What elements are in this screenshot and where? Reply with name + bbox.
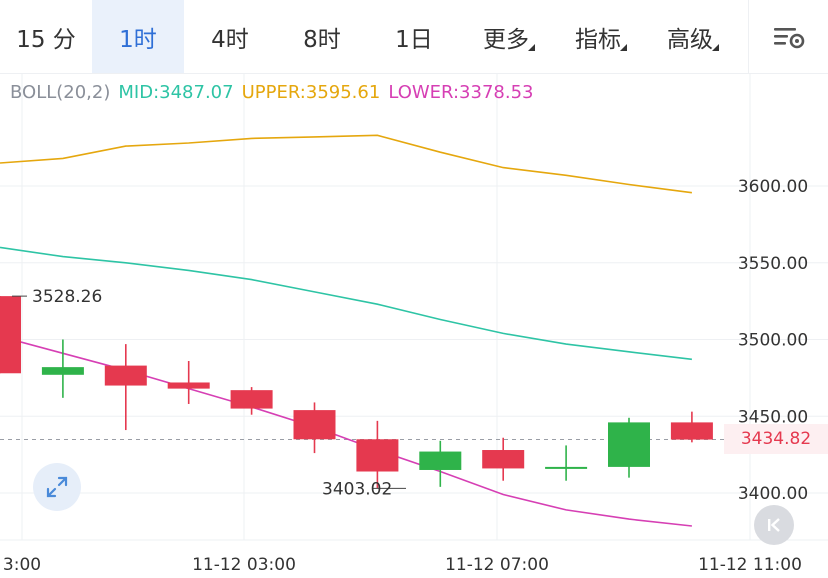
candle [167, 360, 210, 404]
boll-mid-value: MID:3487.07 [118, 82, 234, 103]
tab-label: 指标 [575, 26, 621, 53]
dropdown-triangle-icon [712, 44, 719, 51]
boll-lines [0, 134, 693, 527]
tab-label: 4时 [211, 26, 249, 53]
candle-body [104, 365, 147, 386]
tab-1d[interactable]: 1日 [368, 0, 460, 73]
boll-mid-line [0, 246, 692, 361]
high-price-label: 3528.26 [32, 287, 102, 307]
boll-upper-line [0, 134, 693, 194]
candle [608, 417, 650, 478]
fullscreen-button[interactable] [33, 463, 81, 511]
y-axis: 3600.00 3550.00 3500.00 3450.00 3400.00 [738, 177, 808, 504]
candle [419, 440, 462, 487]
tab-1h[interactable]: 1时 [92, 0, 184, 73]
chart-grid [0, 73, 828, 541]
candle-body [41, 367, 84, 375]
candle-body [670, 422, 713, 440]
tab-advanced[interactable]: 高级 [644, 0, 736, 73]
x-tick-label: 3:00 [3, 555, 41, 575]
candle-body [608, 422, 650, 467]
tab-8h[interactable]: 8时 [276, 0, 368, 73]
candle [482, 437, 525, 481]
x-tick-label: 11-12 11:00 [698, 555, 802, 575]
candle-body [545, 466, 588, 469]
dropdown-triangle-icon [528, 44, 535, 51]
expand-icon [46, 476, 68, 498]
chart-settings-icon [774, 27, 805, 48]
candle [0, 296, 21, 374]
y-tick-label: 3400.00 [738, 484, 808, 504]
candles [0, 296, 713, 489]
tab-more[interactable]: 更多 [460, 0, 552, 73]
chart-settings-button[interactable] [748, 0, 828, 73]
candle-body [356, 439, 399, 472]
candle [670, 411, 713, 443]
candle-body [482, 450, 525, 469]
tab-label: 8时 [303, 26, 341, 53]
candle-body [293, 410, 336, 440]
boll-lower-value: LOWER:3378.53 [388, 82, 534, 103]
rewind-icon [768, 518, 780, 532]
candle-body [0, 296, 21, 374]
indicator-name: BOLL(20,2) [10, 82, 111, 103]
x-tick-label: 11-12 03:00 [192, 555, 296, 575]
tab-label: 高级 [667, 26, 713, 53]
candle-body [419, 451, 462, 470]
candle [293, 402, 336, 454]
y-tick-label: 3500.00 [738, 331, 808, 351]
price-markers: 3528.26 3403.02 [12, 287, 406, 499]
tab-label: 更多 [483, 26, 529, 53]
candle [545, 445, 588, 481]
candle [104, 344, 147, 431]
current-price-tag: 3434.82 [724, 424, 828, 454]
boll-legend: BOLL(20,2) MID:3487.07 UPPER:3595.61 LOW… [10, 82, 534, 108]
low-price-label: 3403.02 [322, 479, 392, 499]
boll-upper-value: UPPER:3595.61 [241, 82, 381, 103]
candle-body [230, 390, 273, 409]
dropdown-triangle-icon [620, 44, 627, 51]
tab-indicators[interactable]: 指标 [552, 0, 644, 73]
y-tick-label: 3450.00 [738, 407, 808, 427]
y-tick-label: 3550.00 [738, 254, 808, 274]
tab-label: 15 分 [16, 26, 76, 53]
x-tick-label: 11-12 07:00 [445, 555, 549, 575]
tab-label: 1时 [119, 26, 157, 53]
tab-label: 1日 [395, 26, 433, 53]
candle [356, 420, 399, 489]
candle [230, 387, 273, 415]
timeframe-tabbar: 15 分 1时 4时 8时 1日 更多 指标 高级 [0, 0, 828, 74]
candle-body [167, 382, 210, 389]
x-axis: 3:00 11-12 03:00 11-12 07:00 11-12 11:00 [3, 555, 802, 575]
tab-4h[interactable]: 4时 [184, 0, 276, 73]
tab-15m[interactable]: 15 分 [0, 0, 92, 73]
candle [41, 339, 84, 398]
y-tick-label: 3600.00 [738, 177, 808, 197]
jump-to-start-button[interactable] [754, 505, 794, 545]
